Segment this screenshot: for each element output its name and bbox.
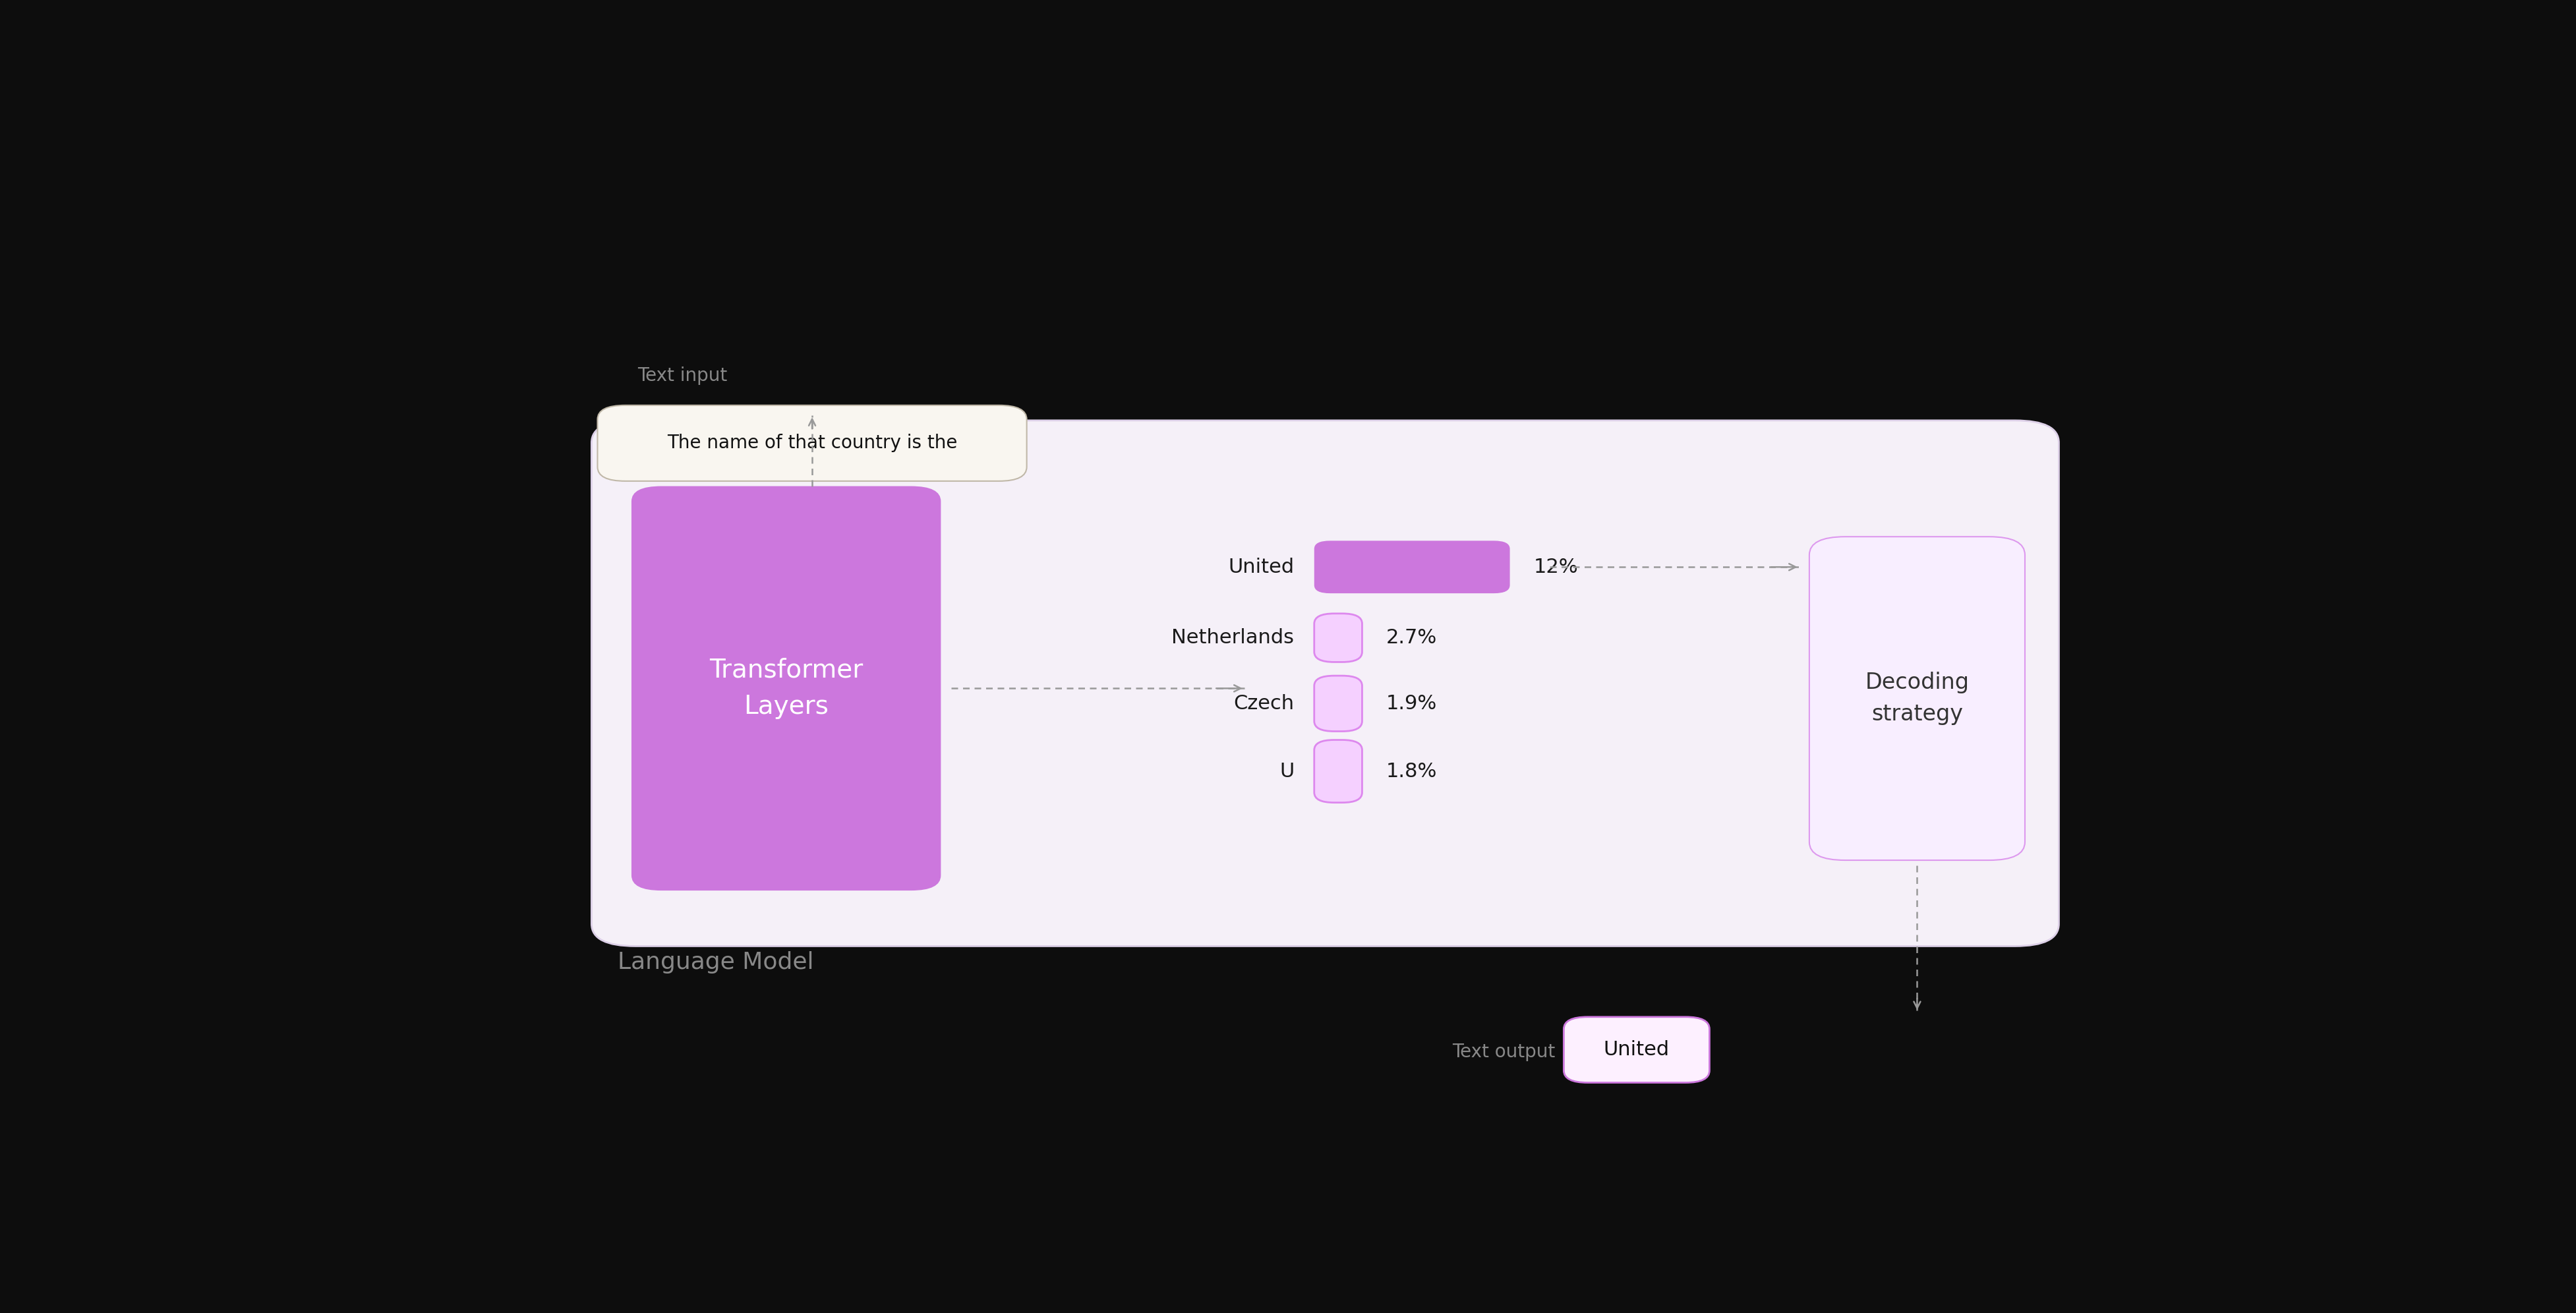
Text: 1.9%: 1.9% [1386, 695, 1437, 713]
FancyBboxPatch shape [1564, 1016, 1710, 1083]
Text: 2.7%: 2.7% [1386, 628, 1437, 647]
FancyBboxPatch shape [1314, 613, 1363, 662]
Text: Text input: Text input [636, 366, 726, 385]
Text: United: United [1605, 1040, 1669, 1060]
Text: 1.8%: 1.8% [1386, 762, 1437, 781]
FancyBboxPatch shape [592, 420, 2058, 947]
Text: Netherlands: Netherlands [1172, 628, 1293, 647]
Text: United: United [1229, 558, 1293, 576]
Text: Transformer
Layers: Transformer Layers [708, 658, 863, 720]
FancyBboxPatch shape [1314, 676, 1363, 731]
Text: The name of that country is the: The name of that country is the [667, 433, 958, 453]
Text: Language Model: Language Model [618, 951, 814, 974]
Text: Czech: Czech [1234, 695, 1293, 713]
FancyBboxPatch shape [631, 486, 940, 890]
Text: Text output: Text output [1453, 1043, 1556, 1061]
Text: 12%: 12% [1533, 558, 1579, 576]
FancyBboxPatch shape [1314, 741, 1363, 802]
FancyBboxPatch shape [1808, 537, 2025, 860]
FancyBboxPatch shape [1314, 541, 1510, 593]
Text: Decoding
strategy: Decoding strategy [1865, 671, 1968, 725]
FancyBboxPatch shape [598, 406, 1028, 481]
Text: U: U [1280, 762, 1293, 781]
